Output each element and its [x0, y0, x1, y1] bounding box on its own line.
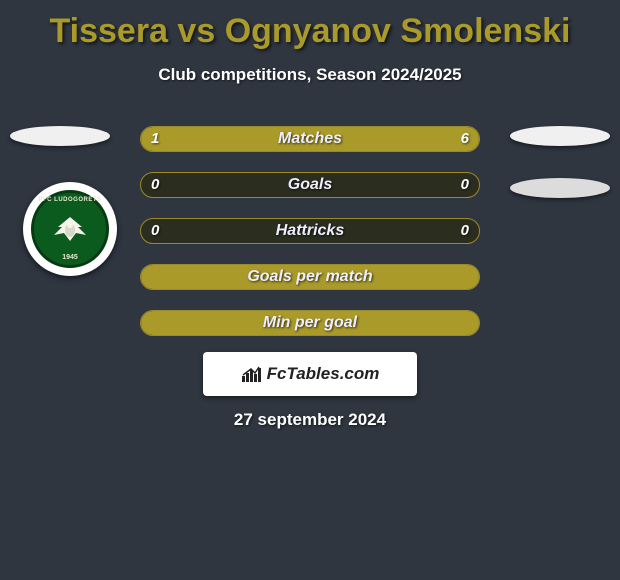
brand-text: FcTables.com — [267, 364, 380, 384]
stat-label: Goals — [141, 173, 479, 197]
page-title: Tissera vs Ognyanov Smolenski — [0, 0, 620, 51]
stat-label: Matches — [141, 127, 479, 151]
stat-row: Goals per match — [140, 264, 480, 290]
eagle-icon — [48, 213, 92, 245]
stat-value-right: 6 — [461, 127, 469, 151]
stat-value-left: 0 — [151, 219, 159, 243]
player-right-avatar — [510, 126, 610, 146]
player-left-avatar — [10, 126, 110, 146]
club-name-text: PFC LUDOGORETS — [38, 197, 101, 203]
subtitle: Club competitions, Season 2024/2025 — [0, 65, 620, 85]
date-text: 27 september 2024 — [0, 410, 620, 430]
stat-row: Matches1 6 — [140, 126, 480, 152]
stat-row: Hattricks0 0 — [140, 218, 480, 244]
stat-value-right: 0 — [461, 219, 469, 243]
club-badge: PFC LUDOGORETS 1945 — [31, 190, 109, 268]
stat-value-left: 0 — [151, 173, 159, 197]
bars-icon — [241, 365, 263, 383]
stat-row: Min per goal — [140, 310, 480, 336]
stat-value-right: 0 — [461, 173, 469, 197]
stat-row: Goals0 0 — [140, 172, 480, 198]
stats-container: Matches16Goals00Hattricks00Goals per mat… — [140, 126, 480, 356]
brand-badge: FcTables.com — [203, 352, 417, 396]
stat-value-left: 1 — [151, 127, 159, 151]
club-right-avatar — [510, 178, 610, 198]
club-left-logo: PFC LUDOGORETS 1945 — [23, 182, 117, 276]
club-year-text: 1945 — [62, 254, 78, 261]
stat-label: Min per goal — [141, 311, 479, 335]
stat-label: Hattricks — [141, 219, 479, 243]
stat-label: Goals per match — [141, 265, 479, 289]
